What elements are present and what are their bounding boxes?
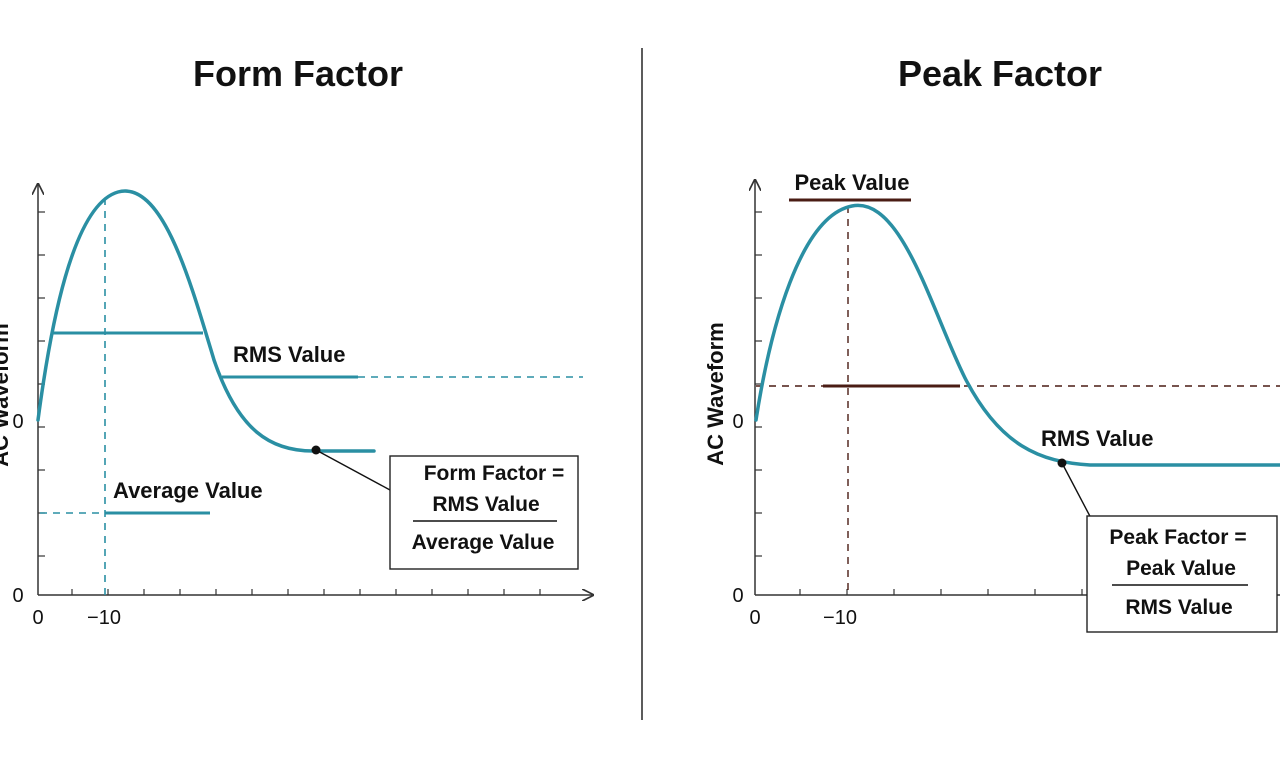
right-y-tick-zero: 0 [732,411,743,433]
left-y-tick-zero: 0 [12,411,23,433]
form-factor-formula-lhs: Form Factor = [424,462,565,485]
peak-factor-panel: Peak Factor AC Waveform 0 0 0 −10 Peak V… [703,53,1280,633]
form-factor-panel: Form Factor AC Waveform 0 0 0 −10 RMS Va… [0,53,593,629]
left-x-tick-origin: 0 [32,607,43,629]
right-callout-leader [1061,462,1094,523]
peak-factor-title: Peak Factor [898,53,1102,94]
form-factor-formula-numerator: RMS Value [432,493,539,516]
left-waveform-curve [36,189,376,453]
left-callout-leader [315,449,391,491]
right-waveform-curve [754,203,1280,467]
right-y-axis-label: AC Waveform [703,322,728,465]
left-x-tick-peak: −10 [87,607,121,629]
left-y-tick-origin: 0 [12,585,23,607]
peak-factor-formula-numerator: Peak Value [1126,557,1236,580]
left-average-label: Average Value [113,478,263,503]
right-y-tick-origin: 0 [732,585,743,607]
peak-factor-formula-lhs: Peak Factor = [1109,526,1246,549]
right-x-tick-origin: 0 [749,607,760,629]
right-x-tick-peak: −10 [823,607,857,629]
right-rms-label: RMS Value [1041,426,1153,451]
left-x-ticks [71,589,541,595]
peak-factor-formula-box [1086,515,1278,633]
form-factor-formula-box [389,455,579,570]
peak-factor-formula-denominator: RMS Value [1125,596,1232,619]
form-factor-formula-denominator: Average Value [412,531,555,554]
left-rms-label: RMS Value [233,342,345,367]
right-peak-label: Peak Value [795,170,910,195]
form-factor-title: Form Factor [193,53,403,94]
left-y-axis-label: AC Waveform [0,323,13,466]
